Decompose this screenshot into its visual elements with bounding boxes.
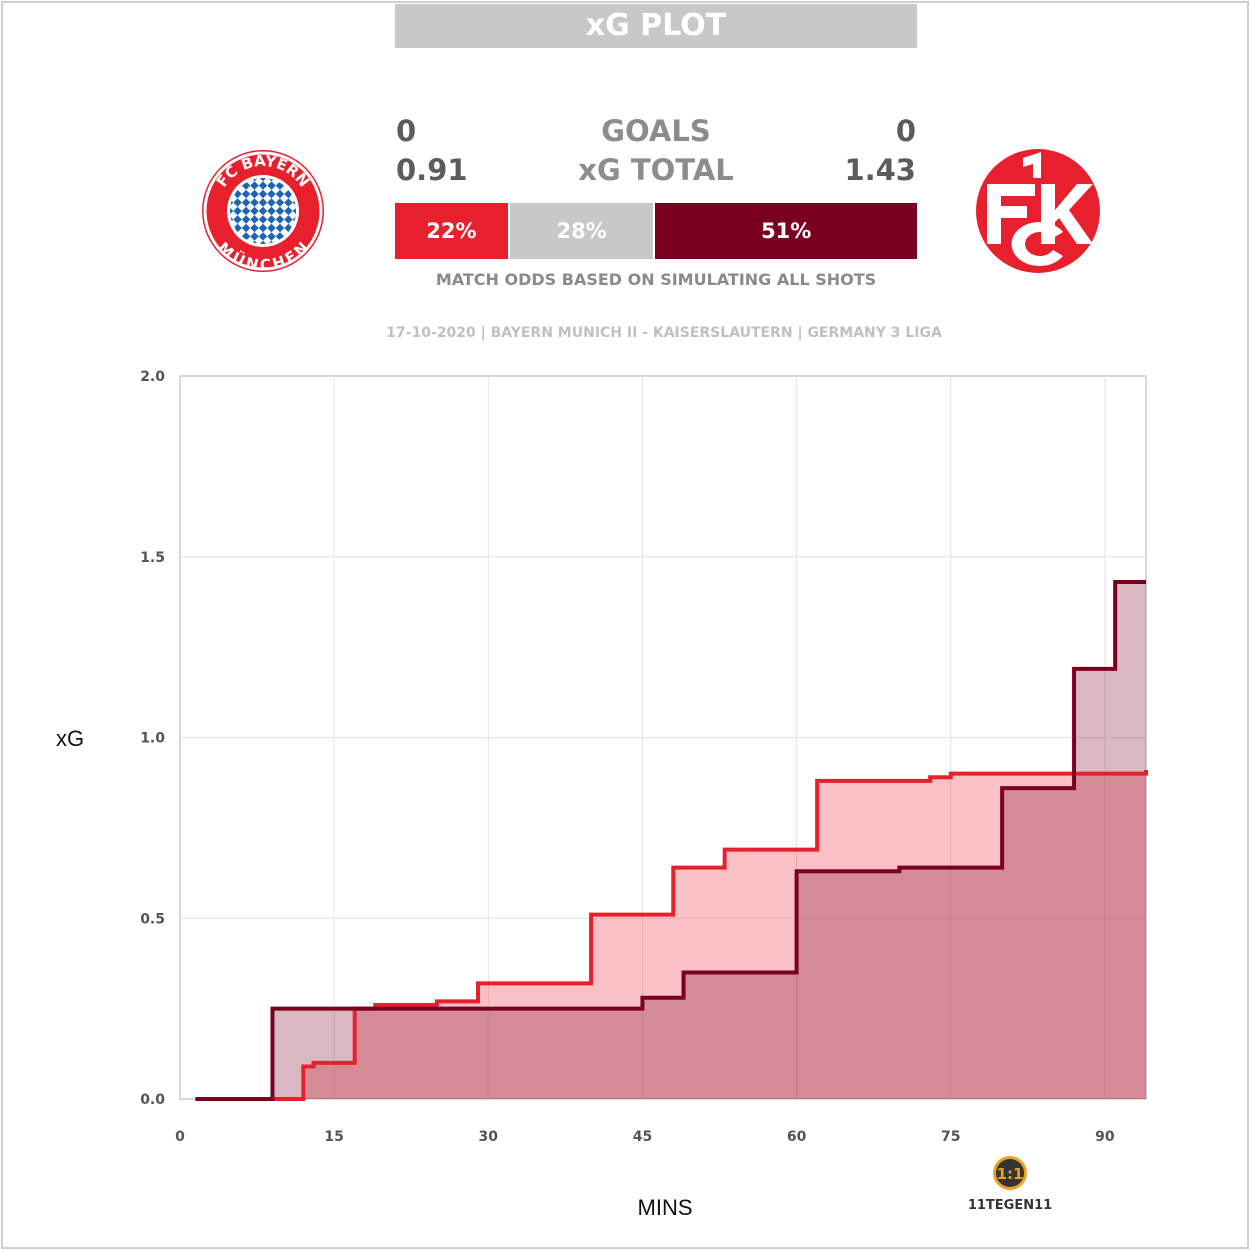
y-tick-label: 0.5 xyxy=(140,911,165,927)
series-fill-1 xyxy=(195,582,1146,1099)
away-xg-total: 1.43 xyxy=(844,153,916,187)
odds-caption: MATCH ODDS BASED ON SIMULATING ALL SHOTS xyxy=(435,270,877,289)
x-tick-label: 90 xyxy=(1095,1129,1115,1145)
home-win-odds: 22% xyxy=(395,203,508,259)
series-line-1 xyxy=(195,580,1146,1101)
x-tick-label: 0 xyxy=(175,1129,185,1145)
away-win-odds: 51% xyxy=(655,203,917,259)
x-tick-label: 75 xyxy=(941,1129,960,1145)
badge-text: 1FCK xyxy=(1038,210,1041,212)
y-tick-label: 0.0 xyxy=(140,1092,165,1108)
series-line-0 xyxy=(195,770,1148,1101)
page-title: xG PLOT xyxy=(395,4,917,48)
xg-total-label: xG TOTAL xyxy=(578,153,734,187)
bayern-badge-icon: FC BAYERN MÜNCHEN xyxy=(202,150,324,274)
x-tick-label: 60 xyxy=(787,1129,807,1145)
y-tick-label: 1.0 xyxy=(140,731,165,747)
x-tick-label: 45 xyxy=(633,1129,652,1145)
draw-odds: 28% xyxy=(509,203,654,259)
fck-badge-icon: 1FCK xyxy=(976,149,1100,273)
y-axis-title: xG xyxy=(56,726,85,751)
y-tick-label: 1.5 xyxy=(140,550,165,566)
away-goals: 0 xyxy=(895,114,916,148)
goals-label: GOALS xyxy=(601,114,711,148)
series-fill-0 xyxy=(195,770,1146,1099)
x-axis-title: MINS xyxy=(637,1195,693,1220)
x-tick-label: 15 xyxy=(324,1129,343,1145)
y-tick-label: 2.0 xyxy=(140,369,165,385)
match-info: 17-10-2020 | BAYERN MUNICH II - KAISERSL… xyxy=(386,325,942,341)
home-xg-total: 0.91 xyxy=(396,153,468,187)
x-tick-label: 30 xyxy=(479,1129,499,1145)
svg-text:1:1: 1:1 xyxy=(997,1165,1024,1183)
home-goals: 0 xyxy=(396,114,417,148)
brand-logo-icon: 1:1 11TEGEN11 xyxy=(968,1156,1052,1213)
brand-text: 11TEGEN11 xyxy=(968,1198,1052,1213)
